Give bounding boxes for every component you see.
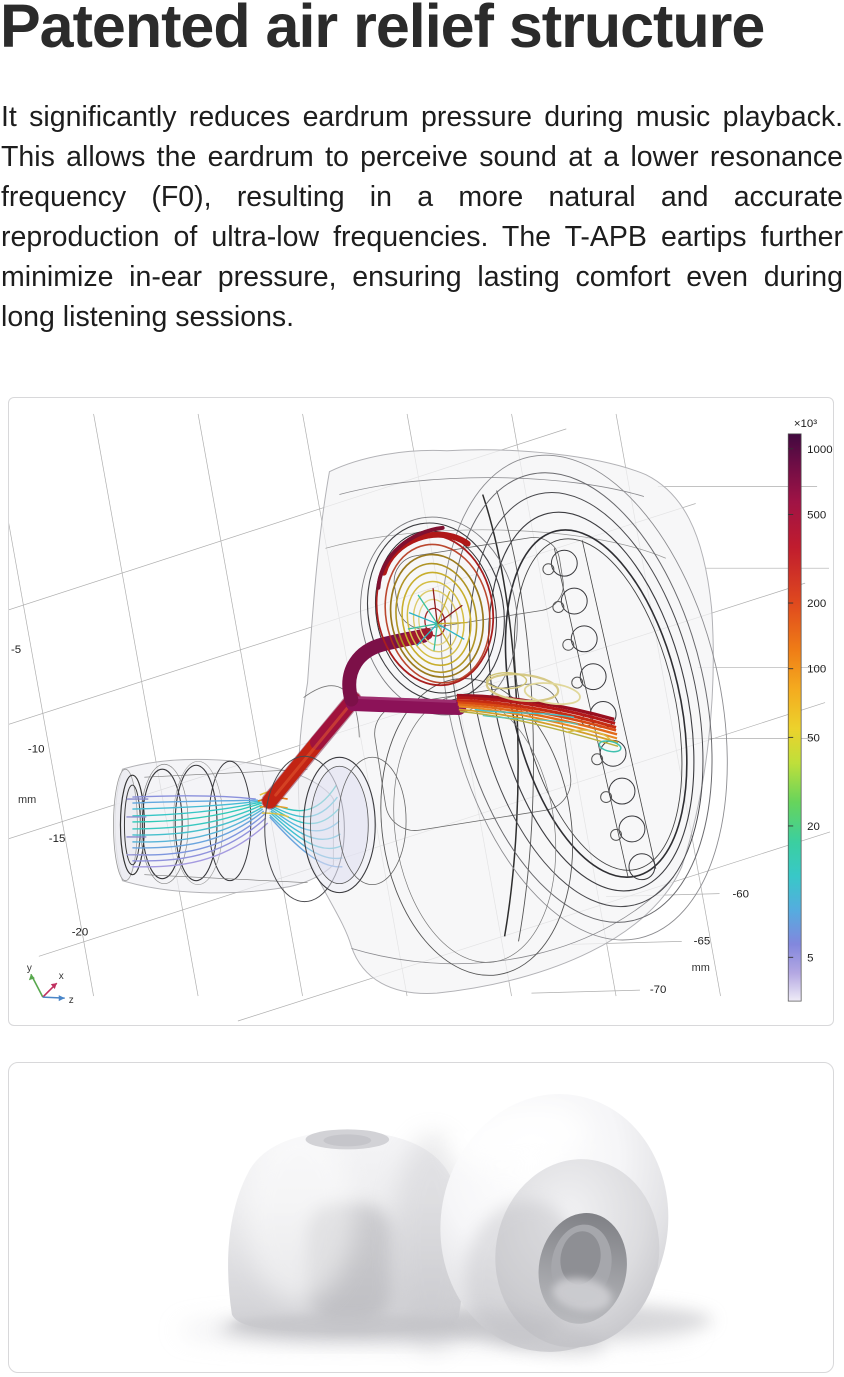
colorbar-tick: 200 [807, 598, 826, 610]
vent-bundle [456, 671, 622, 753]
svg-text:-20: -20 [72, 926, 89, 938]
triad-x-label: x [59, 971, 64, 982]
eartip-left [228, 1123, 472, 1353]
axis-bottom-labels: -60 -65 mm -70 [650, 889, 749, 997]
svg-text:-10: -10 [28, 743, 45, 755]
colorbar-tick: 20 [807, 821, 820, 833]
triad-y-label: y [27, 963, 32, 974]
pressure-tubes [261, 627, 467, 810]
colorbar-tick: 100 [807, 664, 826, 676]
description-paragraph: It significantly reduces eardrum pressur… [1, 101, 843, 333]
triad-z-label: z [69, 995, 74, 1006]
axis-left-unit: mm [18, 794, 36, 806]
axis-bottom-unit: mm [692, 962, 710, 974]
svg-text:-5: -5 [11, 644, 21, 656]
simulation-figure-panel: ×10³ 1000 500 200 100 50 20 5 -5 -10 mm … [8, 397, 834, 1026]
eartips-photo [178, 1094, 713, 1356]
svg-text:-60: -60 [732, 889, 749, 901]
driver-vortex [375, 525, 495, 687]
svg-text:-15: -15 [49, 833, 66, 845]
colorbar-tick: 5 [807, 952, 813, 964]
colorbar-exponent-label: ×10³ [794, 418, 817, 430]
svg-text:-70: -70 [650, 984, 667, 996]
nozzle-streamlines [126, 784, 343, 868]
colorbar-tick: 50 [807, 732, 820, 744]
inner-cylinder [264, 755, 407, 903]
svg-text:-65: -65 [694, 935, 711, 947]
wireframe-lines [119, 454, 728, 976]
coordinate-triad-icon: y x z [27, 963, 74, 1006]
colorbar: ×10³ 1000 500 200 100 50 20 5 [787, 418, 833, 1002]
colorbar-tick: 500 [807, 509, 826, 521]
axis-left-labels: -5 -10 mm -15 -20 [11, 644, 88, 939]
simulation-plot: ×10³ 1000 500 200 100 50 20 5 -5 -10 mm … [9, 413, 833, 1022]
eartip-right [440, 1094, 669, 1356]
colorbar-tick: 1000 [807, 444, 832, 456]
page-title: Patented air relief structure [0, 0, 765, 60]
eartips-figure-panel [8, 1062, 834, 1373]
